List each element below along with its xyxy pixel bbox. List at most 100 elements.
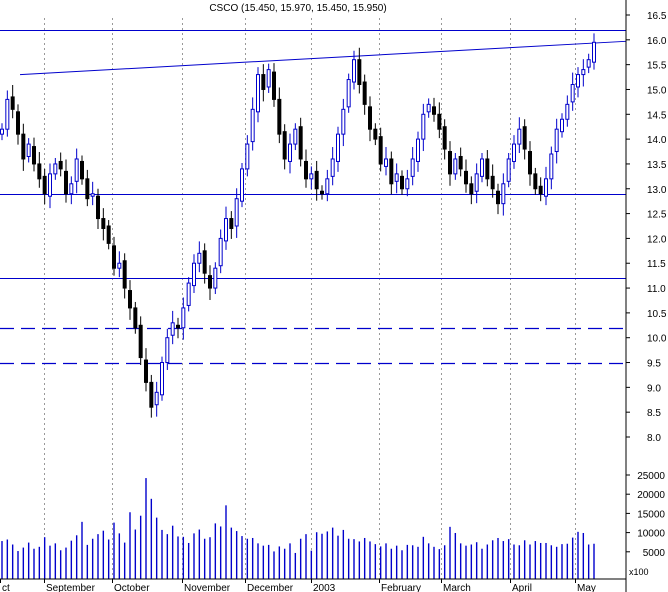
candle-body (490, 175, 495, 190)
candle-body (426, 103, 431, 113)
x-tick-label: November (184, 583, 231, 592)
candle-body (160, 362, 164, 396)
candle-body (96, 195, 100, 220)
candle-body (266, 69, 271, 88)
candle-body (480, 158, 484, 177)
candle-body (282, 131, 287, 160)
volume-unit-label: x100 (629, 567, 649, 577)
candle-body (570, 84, 575, 103)
price-candles (0, 33, 596, 418)
candle-body (330, 158, 335, 177)
volume-tick-label: 10000 (637, 529, 665, 540)
price-tick-label: 11.5 (647, 259, 666, 270)
date-axis: ct September October November December 2003 Fe… (0, 579, 596, 592)
candle-body (309, 173, 314, 180)
volume-tick-label: 15000 (637, 509, 665, 520)
candle-body (565, 103, 570, 120)
candle-body (277, 98, 282, 135)
candle-body (117, 262, 122, 269)
candle-body (517, 128, 522, 145)
candle-body (208, 275, 212, 289)
candle-body (240, 168, 244, 202)
candle-body (176, 324, 180, 329)
vertical-gridlines (44, 18, 576, 579)
candle-body (21, 133, 26, 160)
candle-body (288, 143, 292, 162)
candle-body (576, 74, 580, 88)
candle-body (144, 359, 148, 383)
candle-body (58, 160, 63, 170)
candle-body (224, 218, 228, 242)
x-tick-label: December (247, 583, 294, 592)
candle-body (554, 128, 559, 153)
candle-body (474, 173, 479, 192)
candle-body (485, 158, 490, 180)
candle-body (106, 225, 111, 244)
price-tick-label: 8.5 (647, 408, 661, 419)
candle-body (202, 250, 207, 274)
candle-body (506, 158, 511, 182)
support-resistance-lines (0, 30, 627, 365)
candle-body (437, 113, 442, 130)
price-axis: 16.5 16.0 15.5 15.0 14.5 14.0 13.5 13.0 12.5 12.0… (626, 11, 667, 444)
price-tick-label: 16.0 (647, 36, 667, 47)
candle-body (384, 158, 388, 167)
candle-body (368, 106, 372, 130)
candle-body (5, 98, 10, 130)
candle-body (298, 126, 303, 160)
candle-body (501, 183, 506, 205)
candle-body (186, 282, 191, 306)
candle-body (154, 391, 159, 406)
candle-body (293, 128, 298, 145)
candle-body (416, 138, 420, 162)
candle-body (314, 170, 319, 190)
candle-body (389, 158, 394, 185)
candle-body (410, 158, 415, 177)
price-tick-label: 10.0 (647, 334, 667, 345)
candle-body (272, 71, 276, 100)
candle-body (581, 69, 586, 76)
x-tick-label: May (577, 583, 596, 592)
candle-body (165, 337, 170, 364)
candle-body (357, 59, 362, 86)
price-tick-label: 14.5 (647, 110, 667, 121)
candle-body (112, 245, 116, 269)
candle-body (138, 324, 143, 359)
x-tick-label: 2003 (313, 583, 336, 592)
candle-body (549, 153, 554, 180)
price-tick-label: 8.0 (647, 433, 661, 444)
candle-body (32, 146, 36, 165)
candle-body (250, 108, 255, 143)
candle-body (0, 128, 4, 135)
candle-body (101, 218, 106, 229)
price-tick-label: 14.0 (647, 135, 667, 146)
candle-body (405, 178, 410, 190)
x-tick-label: April (512, 583, 532, 592)
price-tick-label: 10.5 (647, 309, 667, 320)
candle-body (192, 262, 196, 287)
candle-body (336, 133, 340, 162)
candle-body (432, 106, 436, 115)
candle-body (181, 307, 186, 329)
candle-body (304, 160, 308, 180)
candle-body (373, 128, 378, 140)
price-tick-label: 12.5 (647, 210, 667, 221)
candle-body (170, 322, 175, 336)
candle-body (528, 151, 532, 175)
candle-body (341, 108, 346, 135)
candle-body (69, 183, 74, 195)
candle-body (325, 178, 330, 195)
candle-body (346, 79, 351, 108)
candle-body (352, 59, 356, 83)
price-tick-label: 13.0 (647, 185, 667, 196)
candle-body (533, 173, 538, 190)
candle-body (261, 74, 266, 90)
candle-body (234, 198, 239, 227)
candle-body (592, 41, 596, 63)
candle-body (10, 96, 15, 110)
candle-body (53, 163, 58, 175)
price-tick-label: 12.0 (647, 234, 667, 245)
candle-body (458, 155, 463, 170)
candle-body (122, 260, 127, 289)
